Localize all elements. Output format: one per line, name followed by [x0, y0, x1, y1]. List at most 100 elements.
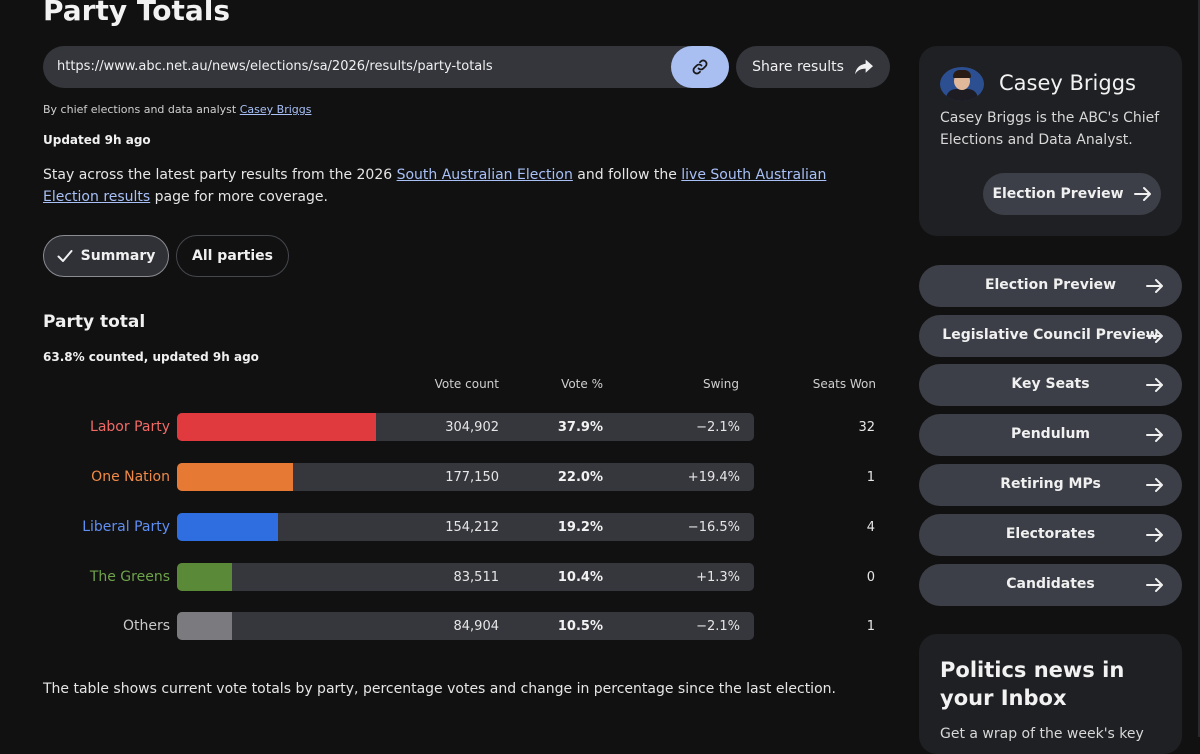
arrow-right-icon [1146, 578, 1163, 592]
sidebar-item-electorates[interactable]: Electorates [919, 514, 1182, 556]
table-row: Labor Party 304,902 37.9% −2.1% 32 [43, 413, 883, 441]
vote-count: 154,212 [445, 520, 499, 535]
counted-status: 63.8% counted, updated 9h ago [43, 350, 259, 364]
arrow-right-icon [1146, 528, 1163, 542]
check-icon [57, 250, 73, 262]
tab-summary[interactable]: Summary [43, 235, 169, 277]
author-bio: Casey Briggs is the ABC's Chief Election… [940, 110, 1160, 148]
avatar [940, 67, 984, 101]
share-results-label: Share results [752, 59, 844, 75]
seats-won: 1 [866, 470, 875, 485]
author-election-preview-button[interactable]: Election Preview [983, 173, 1161, 215]
party-name: One Nation [91, 469, 170, 485]
vote-percent: 19.2% [557, 520, 603, 535]
vote-bar-track [177, 513, 754, 541]
col-swing: Swing [703, 377, 739, 391]
col-vote-pct: Vote % [561, 377, 603, 391]
table-row: Others 84,904 10.5% −2.1% 1 [43, 612, 883, 640]
intro-paragraph: Stay across the latest party results fro… [43, 164, 878, 208]
sidebar-item-label: Key Seats [1011, 376, 1090, 392]
vote-bar-track [177, 563, 754, 591]
party-name: Others [122, 618, 170, 634]
live-results-link[interactable]: live South Australian Election results [43, 167, 827, 205]
tab-summary-label: Summary [80, 248, 156, 264]
seats-won: 0 [866, 570, 875, 585]
share-url-field[interactable]: https://www.abc.net.au/news/elections/sa… [43, 46, 729, 88]
share-url-text[interactable]: https://www.abc.net.au/news/elections/sa… [57, 59, 493, 74]
author-election-preview-label: Election Preview [992, 186, 1124, 202]
arrow-right-icon [1146, 279, 1163, 293]
sidebar-item-label: Electorates [1005, 526, 1096, 542]
swing: +1.3% [696, 570, 740, 585]
arrow-right-icon [1146, 428, 1163, 442]
table-footnote: The table shows current vote totals by p… [43, 681, 836, 697]
sa-election-link[interactable]: South Australian Election [396, 167, 573, 183]
vote-bar-fill [177, 612, 233, 640]
page-frame [1198, 0, 1200, 737]
byline: By chief elections and data analyst Case… [43, 103, 311, 116]
intro-text-1: Stay across the latest party results fro… [43, 167, 397, 183]
vote-percent: 22.0% [557, 470, 603, 485]
sidebar-item-label: Legislative Council Preview [942, 327, 1159, 343]
sidebar-item-pendulum[interactable]: Pendulum [919, 414, 1182, 456]
vote-bar-fill [177, 463, 293, 491]
sidebar-item-label: Election Preview [984, 277, 1117, 293]
sidebar-item-label: Retiring MPs [1000, 476, 1101, 492]
copy-link-button[interactable] [671, 46, 729, 88]
vote-bar-track [177, 612, 754, 640]
seats-won: 32 [858, 420, 875, 435]
vote-percent: 10.4% [557, 570, 603, 585]
byline-author-link[interactable]: Casey Briggs [239, 103, 312, 116]
vote-bar-fill [177, 513, 278, 541]
arrow-right-icon [1146, 378, 1163, 392]
swing: +19.4% [687, 470, 740, 485]
tab-all-parties[interactable]: All parties [176, 235, 289, 277]
sidebar-item-label: Candidates [1006, 576, 1095, 592]
vote-bar-track [177, 463, 754, 491]
table-row: One Nation 177,150 22.0% +19.4% 1 [43, 463, 883, 491]
sidebar-item-legislative-council-preview[interactable]: Legislative Council Preview [919, 315, 1182, 357]
vote-count: 83,511 [453, 570, 500, 585]
col-vote-count: Vote count [434, 377, 499, 391]
updated-time: Updated 9h ago [43, 133, 151, 147]
sidebar-item-label: Pendulum [1010, 426, 1091, 442]
newsletter-title: Politics news in your Inbox [940, 658, 1125, 710]
sidebar-item-retiring-mps[interactable]: Retiring MPs [919, 464, 1182, 506]
share-arrow-icon [854, 59, 873, 75]
swing: −2.1% [696, 420, 740, 435]
vote-bar-fill [177, 563, 232, 591]
party-name: The Greens [89, 569, 170, 585]
arrow-right-icon [1146, 478, 1163, 492]
party-name: Liberal Party [82, 519, 170, 535]
share-results-button[interactable]: Share results [736, 46, 890, 88]
page-title: Party Totals [43, 0, 231, 27]
vote-count: 177,150 [445, 470, 499, 485]
party-total-heading: Party total [43, 312, 146, 332]
intro-text-2: and follow the [572, 167, 682, 183]
vote-percent: 10.5% [557, 619, 603, 634]
sidebar-item-candidates[interactable]: Candidates [919, 564, 1182, 606]
arrow-right-icon [1133, 187, 1151, 201]
link-icon [692, 59, 708, 75]
vote-count: 84,904 [453, 619, 500, 634]
col-seats-won: Seats Won [812, 377, 876, 391]
sidebar-item-election-preview[interactable]: Election Preview [919, 265, 1182, 307]
party-name: Labor Party [90, 419, 170, 435]
intro-text-3: page for more coverage. [150, 189, 328, 205]
vote-count: 304,902 [445, 420, 499, 435]
newsletter-card: Politics news in your Inbox Get a wrap o… [919, 634, 1182, 754]
seats-won: 4 [866, 520, 875, 535]
newsletter-subtitle: Get a wrap of the week's key [940, 726, 1144, 742]
swing: −16.5% [687, 520, 740, 535]
swing: −2.1% [696, 619, 740, 634]
vote-bar-track [177, 413, 754, 441]
tab-all-parties-label: All parties [192, 248, 273, 264]
author-card: Casey Briggs Casey Briggs is the ABC's C… [919, 46, 1182, 236]
author-name: Casey Briggs [999, 71, 1136, 95]
sidebar-item-key-seats[interactable]: Key Seats [919, 364, 1182, 406]
vote-bar-fill [177, 413, 377, 441]
arrow-right-icon [1146, 329, 1163, 343]
byline-prefix: By chief elections and data analyst [43, 103, 237, 116]
table-row: Liberal Party 154,212 19.2% −16.5% 4 [43, 513, 883, 541]
table-row: The Greens 83,511 10.4% +1.3% 0 [43, 563, 883, 591]
